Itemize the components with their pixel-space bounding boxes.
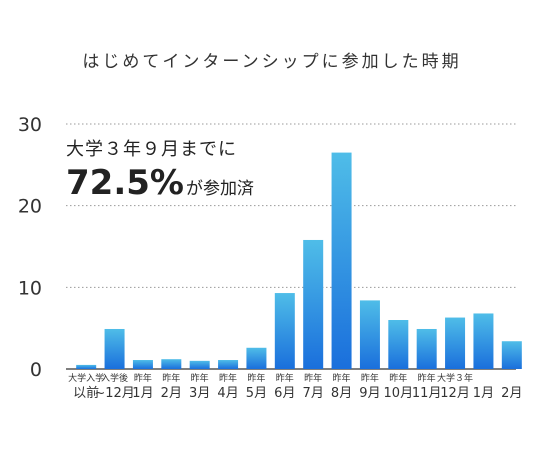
x-tick-label: 5月 xyxy=(246,386,267,401)
x-tick-label: 12月 xyxy=(440,386,470,401)
bar xyxy=(473,313,494,369)
bar xyxy=(104,328,125,369)
x-tick-label: 大学入学 xyxy=(68,372,104,384)
x-tick-label: 4月 xyxy=(217,386,238,401)
bar xyxy=(331,152,352,369)
bar xyxy=(189,360,210,369)
bar xyxy=(501,341,522,369)
x-tick-label: 3月 xyxy=(189,386,210,401)
x-tick-label: 6月 xyxy=(274,386,295,401)
x-tick-label: 昨年 xyxy=(191,372,209,384)
annotation-suffix: が参加済 xyxy=(185,179,254,199)
x-tick-label: 1月 xyxy=(473,386,494,401)
x-tick-label: 昨年 xyxy=(276,372,294,384)
x-tick-label: 1月 xyxy=(132,386,153,401)
y-tick-label: 0 xyxy=(30,359,42,381)
y-tick-label: 10 xyxy=(18,277,42,299)
chart-title: はじめてインターンシップに参加した時期 xyxy=(82,52,462,72)
x-tick-label: 9月 xyxy=(359,386,380,401)
x-tick-label: 8月 xyxy=(331,386,352,401)
x-tick-label: 10月 xyxy=(384,386,414,401)
bar xyxy=(218,360,239,369)
annotation-text: 大学３年９月までに xyxy=(66,139,237,160)
bar xyxy=(359,300,380,369)
x-tick-label: 2月 xyxy=(501,386,522,401)
x-tick-label: 昨年 xyxy=(219,372,237,384)
x-tick-label: 7月 xyxy=(303,386,324,401)
x-tick-label: 昨年 xyxy=(389,372,407,384)
bar xyxy=(303,239,324,369)
bar xyxy=(161,359,182,369)
x-tick-label: 昨年 xyxy=(361,372,379,384)
bar xyxy=(274,293,295,369)
x-tick-label: 昨年 xyxy=(304,372,322,384)
y-tick-label: 30 xyxy=(18,114,42,136)
x-tick-label: 昨年 xyxy=(134,372,152,384)
x-tick-label: 入学後 xyxy=(101,372,128,384)
x-tick-label: 以前 xyxy=(73,385,99,401)
x-tick-label: 大学３年 xyxy=(437,372,473,384)
bar xyxy=(445,317,466,369)
x-tick-label: 昨年 xyxy=(333,372,351,384)
bar xyxy=(246,347,267,369)
x-tick-label: 2月 xyxy=(161,386,182,401)
x-tick-label: 昨年 xyxy=(247,372,265,384)
bar xyxy=(388,320,409,369)
x-tick-label: 昨年 xyxy=(418,372,436,384)
x-tick-label: 11月 xyxy=(412,386,442,401)
x-tick-label: ~12月 xyxy=(94,386,134,401)
bar xyxy=(76,364,97,369)
annotation-percentage: 72.5% xyxy=(66,163,184,203)
y-tick-label: 20 xyxy=(18,196,42,218)
bar xyxy=(416,328,437,369)
bar xyxy=(132,360,153,369)
chart-annotation: 大学３年９月までに 72.5% が参加済 xyxy=(66,135,254,203)
x-tick-label: 昨年 xyxy=(162,372,180,384)
